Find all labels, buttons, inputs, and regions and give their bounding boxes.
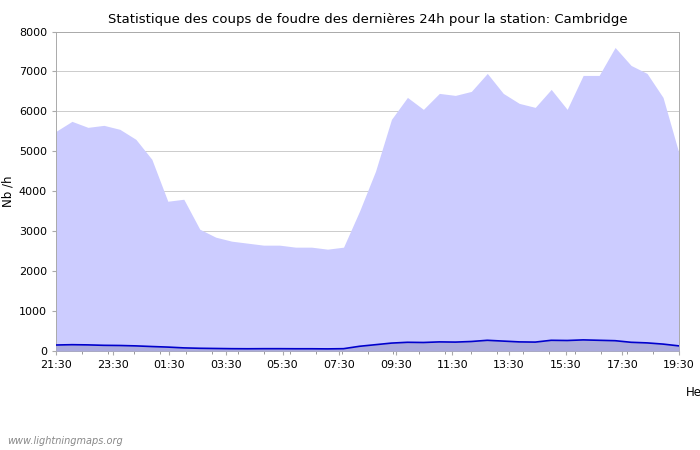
Y-axis label: Nb /h: Nb /h — [1, 176, 15, 207]
Text: www.lightningmaps.org: www.lightningmaps.org — [7, 436, 122, 446]
Text: Heure: Heure — [686, 386, 700, 399]
Title: Statistique des coups de foudre des dernières 24h pour la station: Cambridge: Statistique des coups de foudre des dern… — [108, 13, 627, 26]
